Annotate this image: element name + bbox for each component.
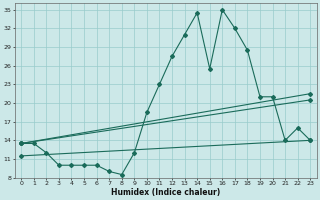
X-axis label: Humidex (Indice chaleur): Humidex (Indice chaleur) — [111, 188, 220, 197]
